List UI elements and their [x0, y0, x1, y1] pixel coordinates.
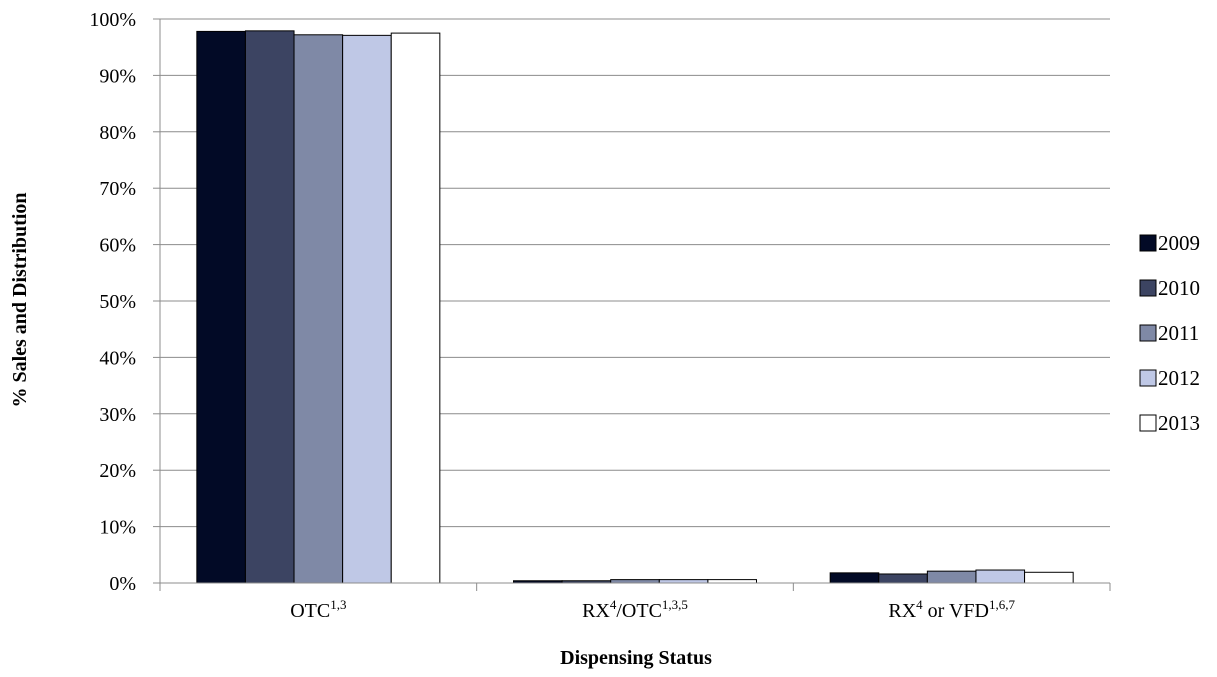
- category-label: RX4 or VFD1,6,7: [888, 597, 1015, 622]
- legend-swatch-2011: [1139, 324, 1157, 342]
- bar-2013-0: [390, 32, 441, 584]
- legend-swatch-2013: [1139, 414, 1157, 432]
- y-axis-title: % Sales and Distribution: [9, 192, 31, 407]
- y-tick-label: 60%: [99, 235, 136, 257]
- y-tick-label: 70%: [99, 178, 136, 200]
- bar-2012-0: [342, 34, 392, 584]
- y-tick-labels: 0% 10% 20% 30% 40% 50% 60% 70% 80% 90% 100%: [89, 9, 136, 595]
- bars: [196, 30, 1074, 584]
- category-labels: OTC1,3 RX4/OTC1,3,5 RX4 or VFD1,6,7: [290, 597, 1015, 622]
- y-tick-label: 100%: [89, 9, 136, 31]
- legend-swatch-2009: [1139, 234, 1157, 252]
- bar-2013-1: [707, 579, 758, 584]
- y-tick-label: 40%: [99, 347, 136, 369]
- bar-2011-2: [926, 570, 977, 584]
- bar-2009-0: [196, 30, 246, 584]
- y-tick-label: 10%: [99, 517, 136, 539]
- category-label: RX4/OTC1,3,5: [582, 597, 688, 622]
- y-tick-label: 20%: [99, 460, 136, 482]
- legend-label-2013: 2013: [1158, 411, 1200, 435]
- y-tick-label: 50%: [99, 291, 136, 313]
- bar-2013-2: [1024, 571, 1074, 584]
- category-label: OTC1,3: [290, 597, 346, 622]
- y-tick-label: 90%: [99, 65, 136, 87]
- legend-swatch-2010: [1139, 279, 1157, 297]
- bar-2010-0: [244, 30, 295, 584]
- bar-2011-1: [610, 579, 660, 584]
- legend-label-2009: 2009: [1158, 231, 1200, 255]
- legend-swatch-2012: [1139, 369, 1157, 387]
- x-axis-title: Dispensing Status: [560, 647, 712, 669]
- legend-label-2011: 2011: [1158, 321, 1199, 345]
- y-tick-label: 30%: [99, 404, 136, 426]
- bar-2009-2: [829, 572, 880, 584]
- legend: 2009 2010 2011 2012 2013: [1139, 231, 1200, 435]
- legend-label-2010: 2010: [1158, 276, 1200, 300]
- legend-label-2012: 2012: [1158, 366, 1200, 390]
- bar-2011-0: [293, 34, 344, 584]
- bar-2012-1: [658, 579, 709, 584]
- axes: [153, 18, 1111, 591]
- y-tick-label: 80%: [99, 122, 136, 144]
- bar-2010-2: [878, 573, 928, 584]
- bar-2012-2: [975, 569, 1026, 584]
- y-tick-label: 0%: [109, 573, 136, 595]
